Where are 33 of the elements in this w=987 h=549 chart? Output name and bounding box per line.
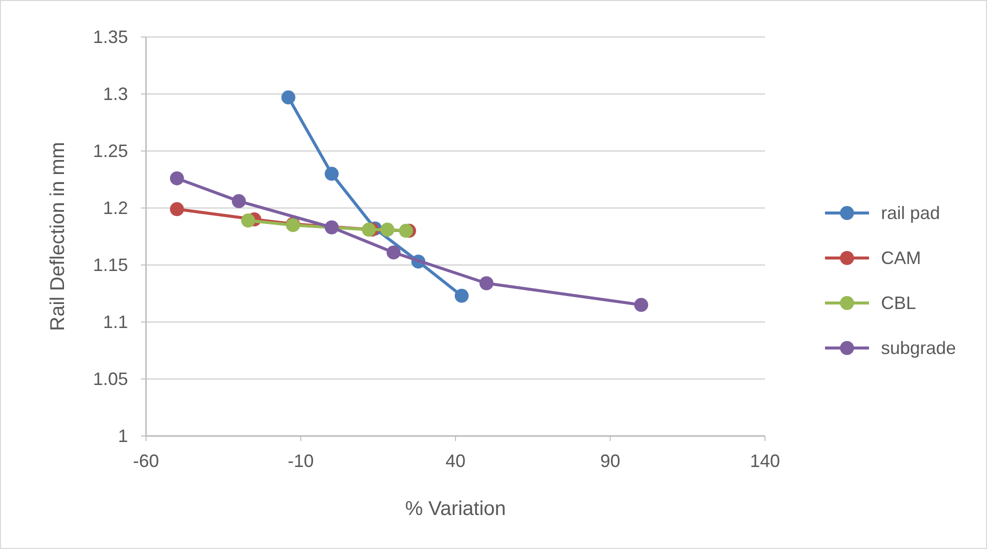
y-tick-label: 1.3	[102, 84, 128, 104]
legend-label: subgrade	[881, 338, 956, 358]
point	[324, 220, 339, 234]
point	[232, 194, 246, 208]
x-axis-title: % Variation	[405, 498, 506, 520]
y-tick-label: 1.25	[92, 141, 128, 161]
point	[281, 90, 296, 104]
point	[386, 245, 401, 260]
y-tick-label: 1.35	[92, 27, 128, 47]
x-tick-label: -10	[288, 451, 314, 471]
point	[324, 166, 339, 181]
point	[380, 222, 394, 237]
point	[454, 288, 469, 303]
point	[634, 298, 648, 312]
point	[170, 202, 184, 216]
x-tick-label: 140	[750, 451, 780, 471]
point	[170, 171, 184, 186]
legend-label: rail pad	[881, 203, 940, 223]
y-tick-label: 1	[118, 426, 128, 446]
x-tick-label: 90	[600, 451, 620, 471]
point	[398, 224, 413, 238]
y-tick-label: 1.15	[92, 255, 128, 275]
point	[241, 214, 256, 228]
x-tick-label: -60	[132, 451, 160, 471]
point	[479, 276, 494, 290]
x-tick-label: 40	[445, 451, 466, 471]
y-tick-label: 1.05	[92, 369, 128, 389]
point	[362, 222, 376, 237]
y-tick-label: 1.1	[102, 312, 128, 332]
y-tick-label: 1.2	[102, 198, 128, 218]
legend-label: CBL	[881, 293, 916, 313]
y-axis-title: Rail Deflection in mm	[47, 142, 69, 331]
legend-label: CAM	[881, 248, 921, 268]
